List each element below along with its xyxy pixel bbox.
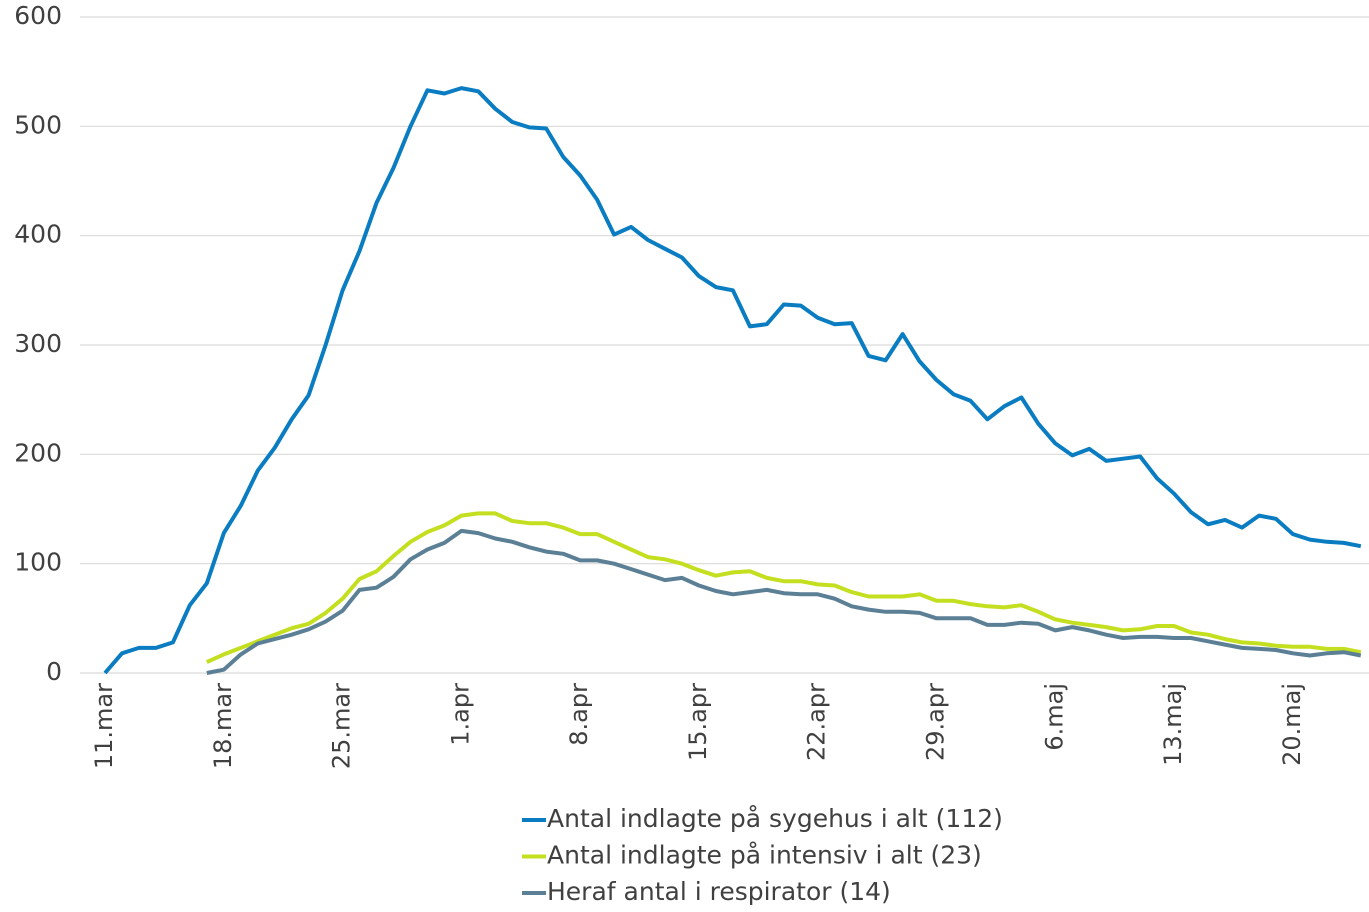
y-tick-label: 500 <box>14 110 62 139</box>
x-tick-label: 22.apr <box>803 683 831 761</box>
series-line <box>206 528 1362 675</box>
x-tick-label: 18.mar <box>209 683 237 769</box>
legend-label: Antal indlagte på intensiv i alt (23) <box>547 841 982 870</box>
y-tick-label: 100 <box>14 548 62 577</box>
series-line <box>103 86 1362 675</box>
y-tick-label: 400 <box>14 220 62 249</box>
x-tick-label: 29.apr <box>922 683 950 761</box>
legend-label: Antal indlagte på sygehus i alt (112) <box>547 804 1003 833</box>
series-line <box>205 511 1362 664</box>
y-tick-label: 0 <box>46 657 62 686</box>
y-tick-label: 200 <box>14 438 62 467</box>
x-tick-label: 11.mar <box>90 683 118 769</box>
x-tick-label: 25.mar <box>328 683 356 769</box>
x-tick-label: 8.apr <box>565 683 593 746</box>
x-tick-label: 1.apr <box>446 683 474 746</box>
y-tick-label: 600 <box>14 1 62 30</box>
x-tick-label: 15.apr <box>684 683 712 761</box>
x-tick-label: 13.maj <box>1159 683 1187 766</box>
y-tick-label: 300 <box>14 329 62 358</box>
x-tick-label: 20.maj <box>1278 683 1306 766</box>
x-tick-label: 6.maj <box>1040 683 1068 751</box>
legend-label: Heraf antal i respirator (14) <box>547 877 891 906</box>
